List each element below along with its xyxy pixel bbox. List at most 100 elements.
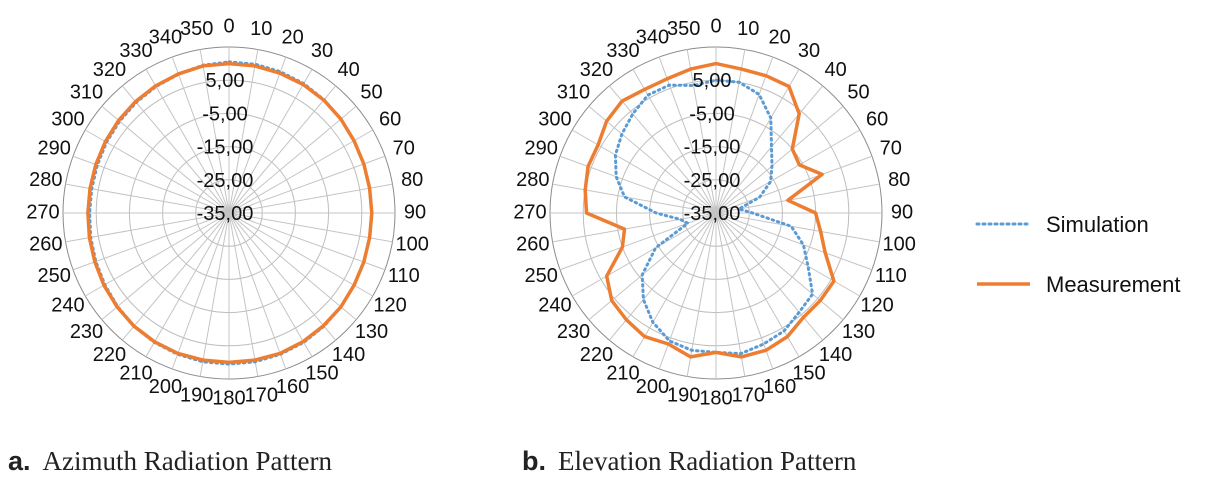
radial-tick-label: 5,00 <box>693 70 732 92</box>
grid-spoke <box>588 105 717 214</box>
grid-spoke <box>84 129 230 214</box>
angle-tick-label: 320 <box>93 59 126 81</box>
grid-spoke <box>715 155 873 214</box>
angle-tick-label: 210 <box>606 362 639 384</box>
series-line-measurement <box>583 61 836 359</box>
series-line-measurement <box>86 61 374 365</box>
angle-tick-label: 0 <box>223 15 234 37</box>
grid-spoke <box>65 212 230 243</box>
angle-tick-label: 310 <box>557 82 590 104</box>
grid-spoke <box>658 56 717 214</box>
angle-tick-label: 120 <box>373 294 406 316</box>
radial-tick-label: -15,00 <box>197 137 254 159</box>
angle-tick-label: 260 <box>29 234 62 256</box>
grid-spoke <box>228 212 386 271</box>
angle-tick-label: 150 <box>305 362 338 384</box>
angle-tick-label: 150 <box>792 362 825 384</box>
grid-spoke <box>228 183 393 214</box>
radial-tick-label: -35,00 <box>684 203 741 225</box>
grid-spoke <box>228 56 287 214</box>
angle-tick-label: 30 <box>311 40 333 62</box>
grid-spoke <box>715 212 861 297</box>
angle-tick-label: 170 <box>245 384 278 406</box>
caption-a-letter: a. <box>8 446 31 476</box>
grid-spoke <box>715 212 844 321</box>
angle-tick-label: 160 <box>763 376 796 398</box>
angle-tick-label: 180 <box>699 387 732 409</box>
angle-tick-label: 10 <box>250 18 272 40</box>
angle-tick-label: 110 <box>388 265 420 287</box>
grid-spoke <box>715 183 880 214</box>
grid-spoke <box>228 212 393 243</box>
angle-tick-label: 80 <box>888 169 910 191</box>
grid-spoke <box>715 212 774 370</box>
angle-tick-label: 270 <box>513 201 546 223</box>
caption-a-text: Azimuth Radiation Pattern <box>42 446 332 476</box>
radial-tick-label: -35,00 <box>197 203 254 225</box>
grid-spoke <box>552 212 717 243</box>
grid-spoke <box>228 49 259 214</box>
angle-tick-label: 280 <box>516 169 549 191</box>
angle-tick-label: 240 <box>51 294 84 316</box>
grid-spoke <box>228 129 374 214</box>
angle-tick-label: 60 <box>866 108 888 130</box>
angle-tick-label: 10 <box>737 18 759 40</box>
angle-tick-label: 0 <box>710 15 721 37</box>
angle-tick-label: 280 <box>29 169 62 191</box>
angle-tick-label: 20 <box>768 26 790 48</box>
grid-spoke <box>715 68 800 214</box>
grid-spoke <box>228 212 357 321</box>
angle-tick-label: 190 <box>180 384 213 406</box>
grid-spoke <box>171 56 230 214</box>
grid-spoke <box>715 212 800 358</box>
grid-spoke <box>72 212 230 271</box>
grid-spoke <box>121 212 230 341</box>
angle-tick-label: 170 <box>732 384 765 406</box>
angle-tick-label: 40 <box>824 59 846 81</box>
angle-tick-label: 130 <box>842 321 875 343</box>
angle-tick-label: 220 <box>93 344 126 366</box>
grid-spoke <box>559 212 717 271</box>
radial-tick-label: -25,00 <box>684 170 741 192</box>
angle-tick-label: 80 <box>401 169 423 191</box>
grid-spoke <box>632 212 717 358</box>
angle-tick-label: 350 <box>180 18 213 40</box>
angle-tick-label: 70 <box>880 138 902 160</box>
grid-spoke <box>715 49 746 214</box>
caption-b-text: Elevation Radiation Pattern <box>558 446 857 476</box>
angle-tick-label: 130 <box>355 321 388 343</box>
grid-spoke <box>145 212 230 358</box>
angle-tick-label: 260 <box>516 234 549 256</box>
grid-spoke <box>228 155 386 214</box>
angle-tick-label: 300 <box>51 108 84 130</box>
grid-spoke <box>84 212 230 297</box>
angle-tick-label: 50 <box>360 82 382 104</box>
grid-spoke <box>632 68 717 214</box>
angle-tick-label: 100 <box>396 234 429 256</box>
angle-tick-label: 160 <box>276 376 309 398</box>
angle-tick-label: 320 <box>580 59 613 81</box>
angle-tick-label: 20 <box>281 26 303 48</box>
grid-spoke <box>552 183 717 214</box>
caption-b: b. Elevation Radiation Pattern <box>522 446 856 477</box>
grid-spoke <box>228 212 313 358</box>
angle-tick-label: 350 <box>667 18 700 40</box>
angle-tick-label: 180 <box>212 387 245 409</box>
angle-tick-label: 250 <box>525 265 558 287</box>
angle-tick-label: 210 <box>119 362 152 384</box>
grid-spoke <box>171 212 230 370</box>
grid-spoke <box>145 68 230 214</box>
grid-spoke <box>715 212 824 341</box>
grid-spoke <box>571 129 717 214</box>
grid-spoke <box>715 212 873 271</box>
grid-spoke <box>199 49 230 214</box>
angle-tick-label: 60 <box>379 108 401 130</box>
angle-tick-label: 90 <box>404 201 426 223</box>
legend: Simulation Measurement <box>975 212 1181 297</box>
grid-spoke <box>228 212 259 377</box>
angle-tick-label: 310 <box>70 82 103 104</box>
angle-tick-label: 200 <box>149 376 182 398</box>
angle-tick-label: 230 <box>557 321 590 343</box>
